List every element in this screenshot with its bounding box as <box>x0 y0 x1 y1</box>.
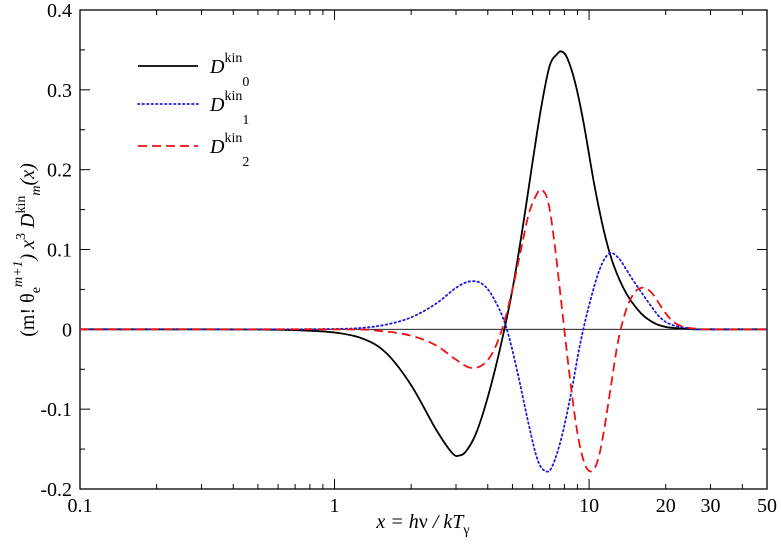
x-axis-title: x = hν / kTγ <box>375 511 469 538</box>
axis-ticks: 0.1 1 10 20 30 50 -0.2 -0.1 0 0.1 0.2 0.3 0.4 <box>40 0 777 517</box>
legend: Dkin0 Dkin1 Dkin2 <box>137 51 249 170</box>
y-tick-label: 0 <box>62 319 72 341</box>
x-tick-label: 1 <box>330 495 340 517</box>
x-tick-label: 10 <box>579 495 599 517</box>
series-line-d2 <box>79 188 768 473</box>
y-tick-label: -0.2 <box>40 479 72 501</box>
y-tick-label: 0.4 <box>47 0 72 22</box>
x-tick-label: 50 <box>757 495 777 517</box>
x-tick-label: 20 <box>656 495 676 517</box>
y-axis-title: (m! θem+1) x3 Dkinm(x) <box>11 163 44 337</box>
legend-label-d0: Dkin0 <box>209 51 249 90</box>
series-line-d1 <box>79 252 768 473</box>
y-tick-label: 0.3 <box>47 80 72 102</box>
series-line-d0 <box>79 50 767 457</box>
x-tick-label: 0.1 <box>68 495 93 517</box>
legend-label-d2: Dkin2 <box>209 131 249 170</box>
series-group <box>79 50 768 473</box>
legend-label-d1: Dkin1 <box>209 89 249 128</box>
y-tick-label: 0.2 <box>47 160 72 182</box>
y-tick-label: -0.1 <box>40 399 72 421</box>
plot-frame <box>79 9 768 490</box>
y-tick-label: 0.1 <box>47 240 72 262</box>
x-tick-label: 30 <box>701 495 721 517</box>
